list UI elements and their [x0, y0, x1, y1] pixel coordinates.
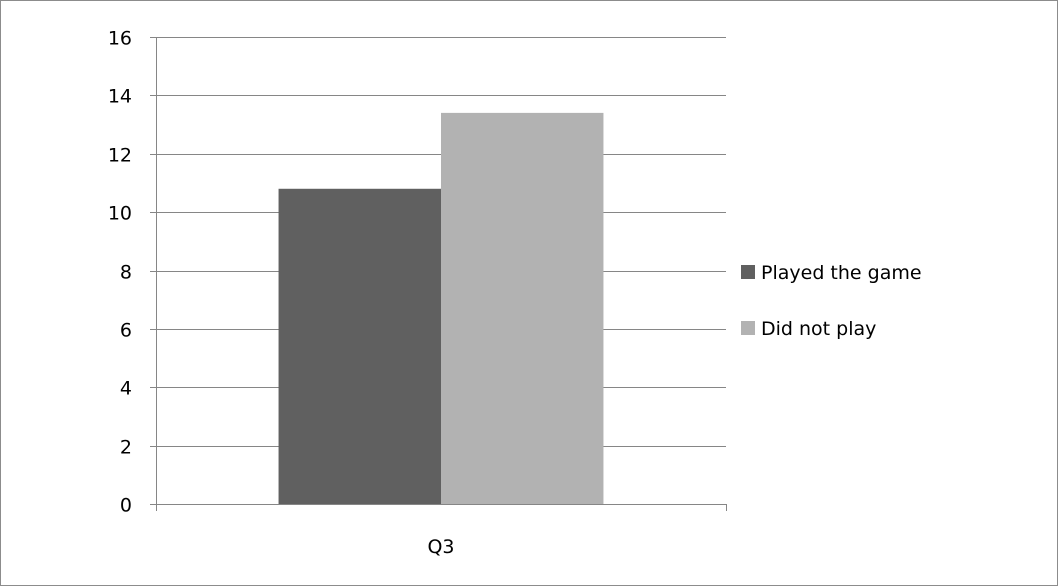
bars [278, 112, 604, 504]
axes [150, 37, 727, 511]
x-tick-label: Q3 [427, 536, 454, 558]
bar-did-not-play [441, 112, 604, 504]
y-tick-label: 8 [120, 262, 132, 284]
y-tick-label: 6 [120, 320, 132, 342]
y-tick-label: 4 [120, 378, 132, 400]
legend-label: Played the game [761, 262, 922, 284]
legend: Played the game Did not play [741, 262, 922, 340]
y-tick-label: 2 [120, 437, 132, 459]
y-tick-label: 0 [120, 495, 132, 517]
y-tick-label: 16 [108, 28, 132, 50]
y-axis-tick-labels: 0 2 4 6 8 10 12 14 16 [108, 28, 132, 517]
legend-swatch [741, 321, 755, 335]
y-tick-label: 14 [108, 86, 132, 108]
x-axis-tick-labels: Q3 [427, 536, 454, 558]
y-tick-label: 10 [108, 203, 132, 225]
legend-swatch [741, 265, 755, 279]
y-tick-label: 12 [108, 145, 132, 167]
bar-played-the-game [278, 188, 441, 504]
legend-label: Did not play [761, 318, 876, 340]
